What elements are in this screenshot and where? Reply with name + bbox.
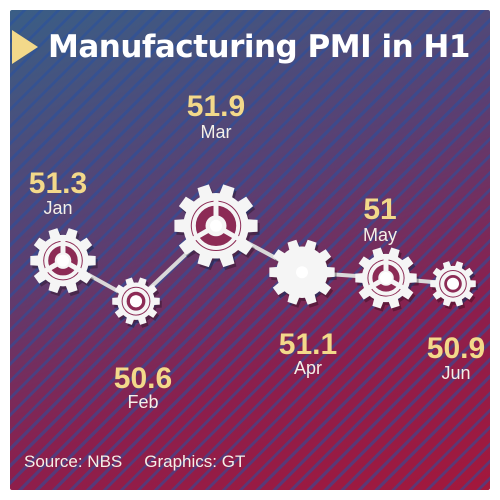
value-label-jun: 50.9 (427, 332, 485, 365)
data-point (380, 272, 392, 284)
gear-rim (440, 271, 466, 297)
data-point (296, 266, 308, 279)
chart-title: Manufacturing PMI in H1 (48, 29, 470, 65)
chart-header: Manufacturing PMI in H1 (10, 20, 490, 74)
month-label-feb: Feb (127, 392, 158, 412)
chart-footer: Source: NBS Graphics: GT (24, 452, 245, 472)
month-label-apr: Apr (294, 358, 322, 378)
month-label-mar: Mar (201, 122, 232, 142)
gear-marker-feb (112, 277, 162, 328)
gear-marker-jun (430, 261, 478, 310)
data-point (210, 219, 222, 232)
title-arrow-icon (12, 30, 38, 64)
value-label-mar: 51.9 (187, 90, 245, 123)
month-label-may: May (363, 225, 397, 245)
month-label-jan: Jan (43, 198, 72, 218)
value-label-apr: 51.1 (279, 328, 337, 361)
data-point (130, 295, 142, 308)
data-point (57, 254, 69, 267)
value-label-may: 51 (363, 193, 396, 226)
month-label-jun: Jun (441, 363, 470, 383)
graphics-credit: Graphics: GT (144, 452, 246, 471)
infographic-panel: Manufacturing PMI in H1 51.3 Jan 50.6 Feb 51… (10, 10, 490, 490)
source-credit: Source: NBS (24, 452, 123, 471)
gear-rim (122, 287, 150, 315)
data-point (447, 277, 459, 290)
gear-marker-apr (269, 239, 337, 308)
gear-marker-may (355, 247, 419, 312)
gear-marker-mar (174, 184, 260, 271)
gear-marker-jan (30, 228, 98, 297)
value-label-feb: 50.6 (114, 362, 172, 395)
value-label-jan: 51.3 (29, 167, 87, 200)
